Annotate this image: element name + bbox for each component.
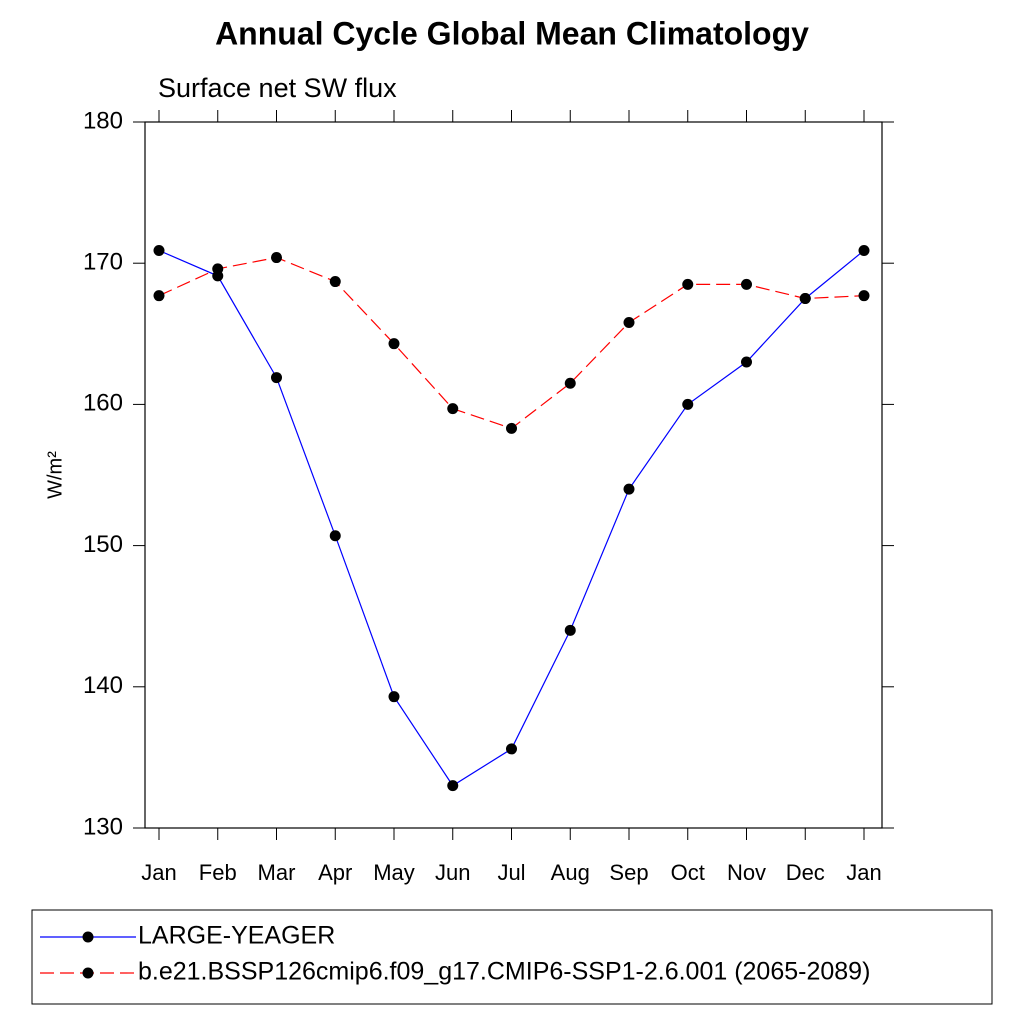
data-point xyxy=(447,403,459,415)
data-point xyxy=(564,624,576,636)
y-tick-label: 180 xyxy=(83,107,123,134)
data-point xyxy=(623,483,635,495)
x-tick-label: Apr xyxy=(318,860,352,885)
y-tick-label: 170 xyxy=(83,249,123,276)
data-point xyxy=(741,278,752,290)
series-line xyxy=(158,249,865,787)
data-point xyxy=(212,263,224,275)
data-point xyxy=(858,290,870,302)
y-axis-label: W/m² xyxy=(44,451,66,499)
y-tick-label: 160 xyxy=(83,390,123,417)
data-point xyxy=(329,530,341,542)
data-point xyxy=(623,317,635,329)
x-tick-label: Dec xyxy=(786,860,825,885)
data-point xyxy=(858,244,870,256)
x-tick-label: May xyxy=(373,860,415,885)
legend-label: LARGE-YEAGER xyxy=(138,922,335,950)
data-point xyxy=(271,252,282,264)
y-tick-label: 140 xyxy=(83,672,123,699)
legend-box xyxy=(31,909,993,1005)
x-tick-label: Jan xyxy=(141,860,176,885)
plot-frame xyxy=(144,121,883,829)
data-point xyxy=(506,422,517,434)
y-tick-label: 130 xyxy=(83,813,123,840)
x-tick-label: Feb xyxy=(199,860,237,885)
data-point xyxy=(682,278,694,290)
x-tick-label: Mar xyxy=(258,860,296,885)
x-tick-label: Oct xyxy=(671,860,705,885)
x-tick-label: Jun xyxy=(435,860,470,885)
x-tick-label: Sep xyxy=(609,860,648,885)
data-point xyxy=(799,293,811,304)
data-point xyxy=(153,244,165,256)
chart-subtitle: Surface net SW flux xyxy=(158,73,397,103)
chart-title: Annual Cycle Global Mean Climatology xyxy=(215,15,809,51)
data-point xyxy=(388,691,400,703)
data-point xyxy=(153,290,165,302)
data-point xyxy=(741,356,752,368)
data-point xyxy=(447,780,459,792)
legend-marker xyxy=(82,931,94,943)
data-point xyxy=(329,276,341,288)
x-tick-label: Nov xyxy=(727,860,766,885)
data-point xyxy=(506,743,517,755)
x-tick-label: Aug xyxy=(551,860,590,885)
data-point xyxy=(271,372,282,384)
data-point xyxy=(682,398,694,410)
legend-marker xyxy=(82,967,94,979)
data-point xyxy=(388,338,400,350)
x-tick-label: Jan xyxy=(846,860,881,885)
data-point xyxy=(564,377,576,389)
x-tick-label: Jul xyxy=(497,860,525,885)
series-line xyxy=(158,256,865,430)
y-tick-label: 150 xyxy=(83,531,123,558)
legend-label: b.e21.BSSP126cmip6.f09_g17.CMIP6-SSP1-2.… xyxy=(138,958,870,986)
